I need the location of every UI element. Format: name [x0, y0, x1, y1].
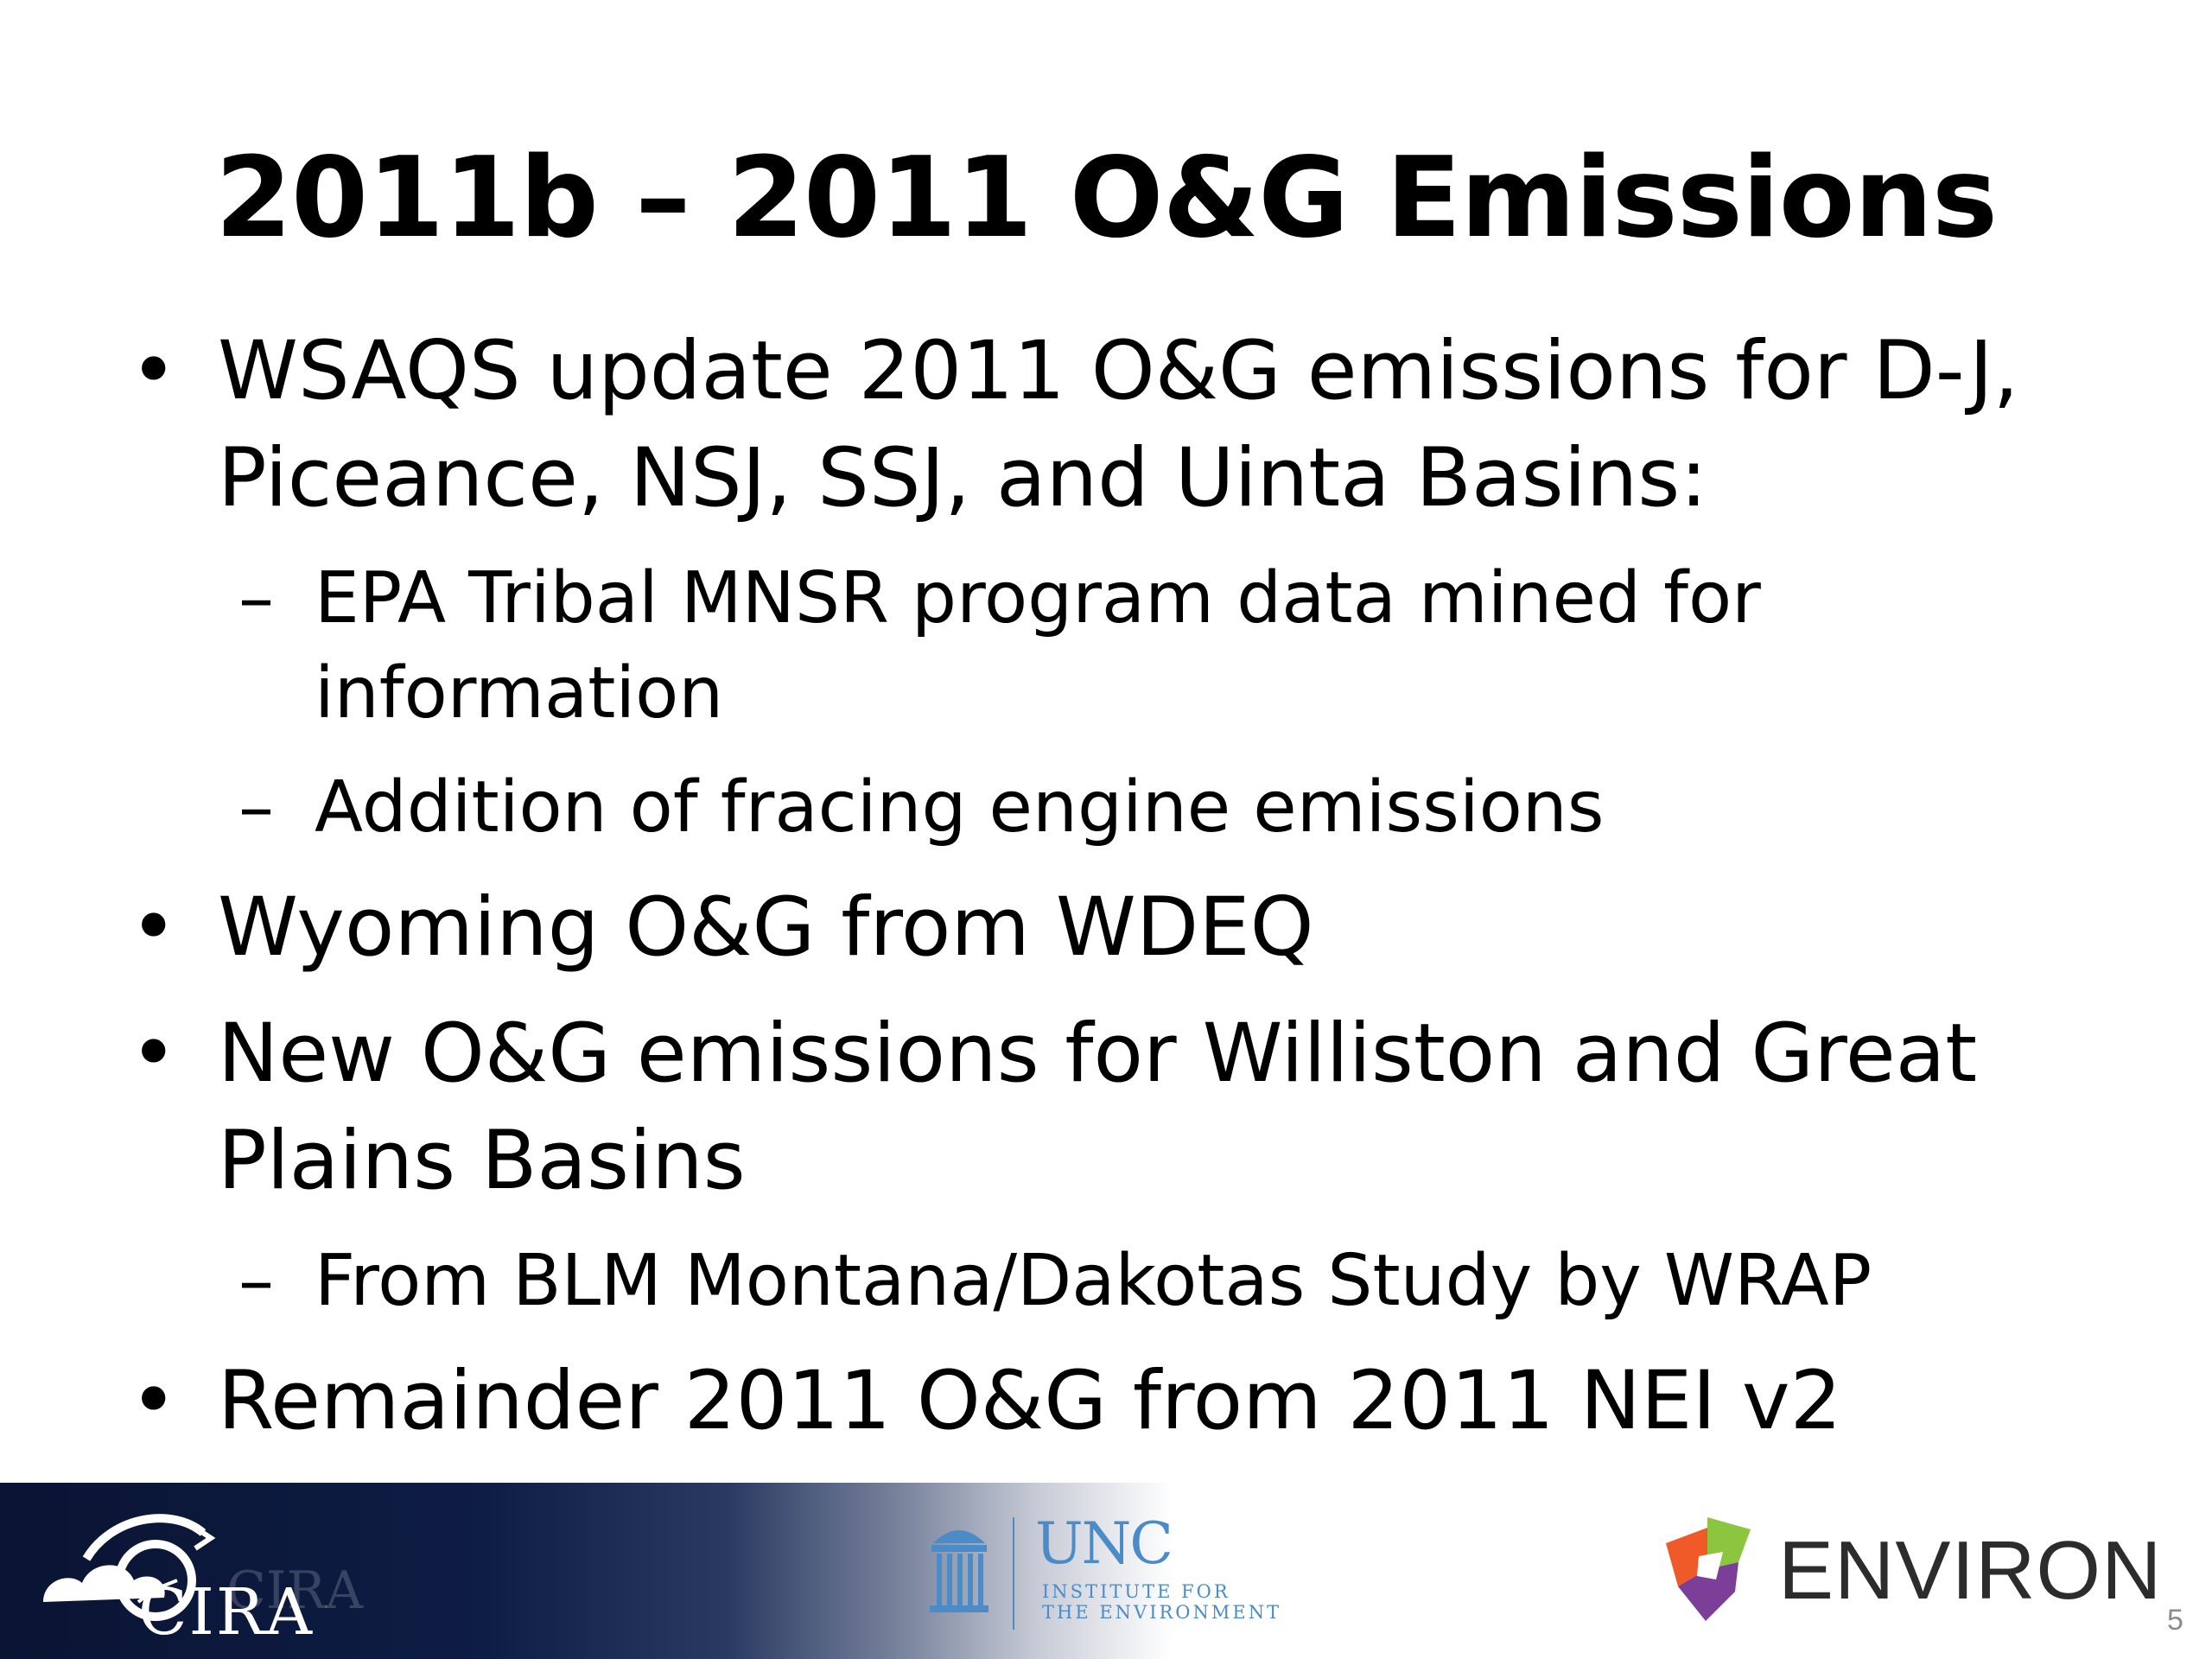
unc-divider — [1013, 1517, 1014, 1630]
cira-cloud-logo-icon — [43, 1514, 216, 1621]
bullet-marker: • — [130, 1007, 178, 1101]
bullet-item: • Wyoming O&G from WDEQ — [130, 874, 2100, 982]
slide-body: • WSAQS update 2011 O&G emissions for D-… — [130, 318, 2100, 1474]
bullet-item: • New O&G emissions for Williston and Gr… — [130, 1001, 2100, 1215]
unc-subtitle-line1: INSTITUTE FOR — [1042, 1581, 1230, 1602]
cira-logo-text: CIRA — [138, 1575, 315, 1649]
bullet-text: WSAQS update 2011 O&G emissions for D-J,… — [218, 324, 2019, 525]
sub-bullet-marker: – — [238, 557, 274, 639]
old-well-icon — [930, 1530, 988, 1612]
slide-title: 2011b – 2011 O&G Emissions — [214, 134, 1998, 263]
page-number: 5 — [2167, 1604, 2183, 1637]
bullet-text: Wyoming O&G from WDEQ — [218, 880, 1314, 975]
sub-bullet-text: EPA Tribal MNSR program data mined for i… — [315, 557, 1761, 734]
sub-bullet-item: – EPA Tribal MNSR program data mined for… — [130, 551, 2100, 741]
bullet-item: • Remainder 2011 O&G from 2011 NEI v2 — [130, 1348, 2100, 1455]
sub-bullet-item: – Addition of fracing engine emissions — [130, 760, 2100, 855]
unc-subtitle-line2: THE ENVIRONMENT — [1042, 1602, 1282, 1623]
sub-bullet-text: Addition of fracing engine emissions — [315, 766, 1605, 849]
bullet-text: New O&G emissions for Williston and Grea… — [218, 1007, 1978, 1208]
environ-logo-text: ENVIRON — [1778, 1524, 2163, 1617]
bullet-text: Remainder 2011 O&G from 2011 NEI v2 — [218, 1354, 1842, 1448]
bullet-marker: • — [130, 880, 178, 975]
bullet-marker: • — [130, 324, 178, 418]
cira-watermark-text: CIRA — [226, 1560, 364, 1621]
bullet-item: • WSAQS update 2011 O&G emissions for D-… — [130, 318, 2100, 532]
unc-title: UNC — [1035, 1510, 1173, 1577]
bullet-marker: • — [130, 1354, 178, 1448]
sub-bullet-marker: – — [238, 1240, 274, 1322]
sub-bullet-marker: – — [238, 766, 274, 849]
sub-bullet-text: From BLM Montana/Dakotas Study by WRAP — [315, 1240, 1872, 1322]
environ-shield-icon — [1666, 1517, 1751, 1621]
footer-band: CIRA CIRA UNC INSTITUTE FOR THE ENVIRONM… — [0, 1483, 2212, 1659]
sub-bullet-item: – From BLM Montana/Dakotas Study by WRAP — [130, 1234, 2100, 1329]
